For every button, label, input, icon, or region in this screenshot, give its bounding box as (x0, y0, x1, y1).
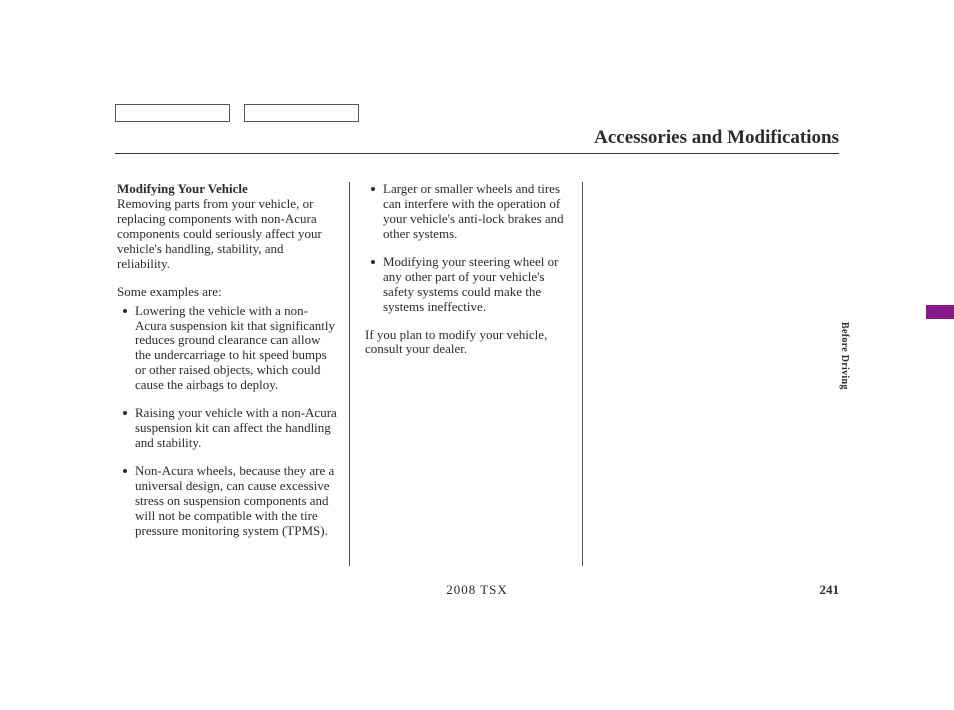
section-side-label: Before Driving (839, 322, 850, 390)
nav-box-1[interactable] (115, 104, 230, 122)
page-number: 241 (820, 582, 840, 598)
bullet-item: Lowering the vehicle with a non-Acura su… (127, 304, 339, 394)
column-2: Larger or smaller wheels and tires can i… (350, 182, 592, 566)
bullet-item: Modifying your steering wheel or any oth… (375, 255, 572, 315)
bullet-item: Raising your vehicle with a non-Acura su… (127, 406, 339, 451)
subheading: Modifying Your Vehicle (117, 181, 248, 196)
bullet-item: Non-Acura wheels, because they are a uni… (127, 464, 339, 539)
page-title: Accessories and Modifications (594, 127, 839, 149)
column-1: Modifying Your Vehicle Removing parts fr… (117, 182, 359, 566)
bullet-list-col2: Larger or smaller wheels and tires can i… (365, 182, 572, 315)
examples-label: Some examples are: (117, 285, 339, 300)
intro-paragraph: Modifying Your Vehicle Removing parts fr… (117, 182, 339, 272)
content-columns: Modifying Your Vehicle Removing parts fr… (117, 182, 825, 566)
bullet-list-col1: Lowering the vehicle with a non-Acura su… (117, 304, 339, 539)
section-tab (926, 305, 954, 319)
footer-model: 2008 TSX (446, 582, 508, 598)
bullet-item: Larger or smaller wheels and tires can i… (375, 182, 572, 242)
column-3 (583, 182, 825, 566)
title-rule (115, 153, 839, 154)
header-nav-boxes (115, 104, 359, 122)
nav-box-2[interactable] (244, 104, 359, 122)
closing-text: If you plan to modify your vehicle, cons… (365, 328, 572, 358)
intro-text: Removing parts from your vehicle, or rep… (117, 196, 322, 271)
